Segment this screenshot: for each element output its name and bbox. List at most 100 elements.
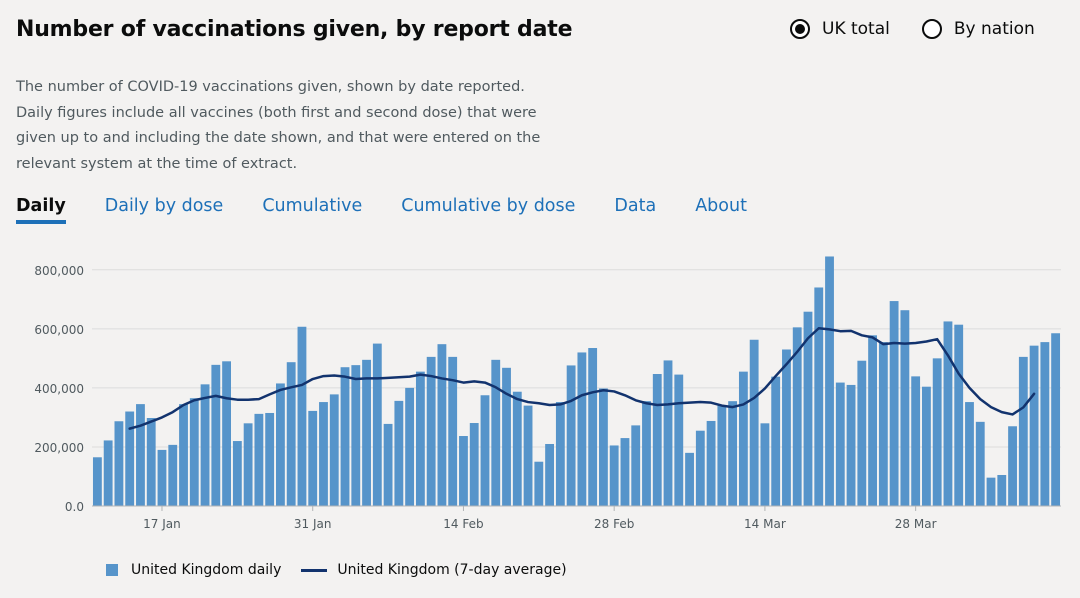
bar: [383, 423, 393, 506]
bar: [200, 384, 210, 506]
bar: [136, 404, 145, 506]
tab-about[interactable]: About: [695, 196, 747, 216]
bar: [146, 418, 156, 506]
bar: [405, 387, 415, 506]
tab-cumulative-by-dose[interactable]: Cumulative by dose: [401, 196, 576, 216]
bar: [512, 391, 522, 506]
bar: [706, 420, 716, 506]
bar: [534, 461, 544, 506]
bar: [878, 342, 888, 506]
bar: [415, 371, 425, 506]
radio-by-nation-label[interactable]: By nation: [953, 19, 1035, 39]
bar: [340, 367, 350, 506]
bar: [792, 327, 802, 506]
bar: [738, 371, 748, 506]
y-tick-label: 400,000: [34, 382, 84, 396]
bar: [674, 374, 684, 506]
bar: [922, 386, 931, 506]
radio-uk-total-label[interactable]: UK total: [822, 19, 890, 39]
bar: [297, 326, 307, 506]
bar: [889, 301, 899, 506]
vaccinations-chart: 0.0 200,000 400,000 600,000 800,000 17 Jan 31 …: [34, 256, 1061, 531]
legend-bar-label: United Kingdom daily: [131, 562, 282, 578]
tab-cumulative[interactable]: Cumulative: [262, 196, 363, 216]
bar: [599, 388, 608, 506]
bar: [932, 358, 942, 506]
radio-by-nation-circle[interactable]: [921, 19, 942, 39]
bar: [555, 402, 565, 506]
chart-description: The number of COVID-19 vaccinations give…: [16, 79, 541, 172]
bar: [631, 425, 641, 506]
bar: [157, 449, 167, 506]
bar: [965, 402, 974, 506]
seven-day-average-line: [128, 326, 1036, 430]
bar: [620, 438, 630, 506]
bar: [652, 374, 662, 506]
bar: [911, 376, 921, 506]
bar: [523, 405, 533, 506]
x-tick-label: 31 Jan: [294, 517, 332, 531]
tab-daily[interactable]: Daily: [16, 196, 66, 224]
bar: [771, 376, 781, 506]
bar: [943, 321, 953, 506]
bar: [1040, 342, 1050, 506]
bar: [308, 410, 318, 506]
bar: [663, 360, 673, 506]
bar: [900, 310, 910, 506]
bar: [1008, 426, 1017, 506]
bar: [232, 441, 242, 506]
legend-line-label: United Kingdom (7-day average): [337, 562, 567, 578]
bar: [103, 440, 113, 506]
y-tick-label: 0.0: [65, 500, 84, 514]
bar: [695, 430, 705, 506]
bar: [189, 398, 199, 506]
bar: [975, 421, 985, 506]
bar: [803, 311, 813, 506]
y-tick-label: 600,000: [34, 323, 84, 337]
tab-daily-by-dose[interactable]: Daily by dose: [104, 196, 224, 216]
bar: [179, 404, 188, 506]
radio-uk-total[interactable]: UK total: [790, 19, 890, 39]
bar: [372, 343, 382, 506]
bar: [749, 339, 759, 506]
bar: [211, 364, 221, 506]
bar: [782, 349, 791, 506]
y-tick-label: 200,000: [34, 441, 84, 455]
bar: [577, 352, 587, 506]
bar: [114, 421, 124, 506]
bar: [685, 452, 694, 506]
bar: [760, 423, 770, 506]
x-tick-label: 14 Mar: [744, 517, 786, 531]
bar: [1029, 345, 1039, 506]
bar: [857, 360, 867, 506]
bar: [265, 412, 275, 506]
x-tick-label: 28 Feb: [594, 517, 634, 531]
legend-bar-swatch: [106, 564, 118, 576]
bar: [954, 324, 964, 506]
radio-by-nation[interactable]: By nation: [921, 19, 1035, 39]
bar: [986, 477, 996, 506]
bar: [997, 474, 1007, 506]
tab-data[interactable]: Data: [614, 196, 657, 216]
bar: [469, 423, 479, 506]
radio-uk-total-circle[interactable]: [790, 19, 810, 39]
bar: [1051, 333, 1061, 506]
bar: [92, 457, 102, 506]
x-tick-label: 28 Mar: [895, 517, 937, 531]
bar: [459, 436, 468, 506]
bar: [480, 395, 490, 506]
x-tick-label: 14 Feb: [443, 517, 483, 531]
x-tick-label: 17 Jan: [143, 517, 181, 531]
bar: [222, 361, 231, 506]
bar: [717, 405, 727, 506]
y-tick-label: 800,000: [34, 264, 84, 278]
legend-line-swatch: [301, 568, 328, 572]
bar: [566, 365, 576, 506]
bar: [814, 287, 824, 506]
bar: [168, 444, 178, 506]
bar: [1018, 356, 1028, 506]
bar: [243, 423, 253, 506]
bar: [588, 348, 598, 506]
bar: [426, 356, 436, 506]
bar: [125, 411, 135, 506]
